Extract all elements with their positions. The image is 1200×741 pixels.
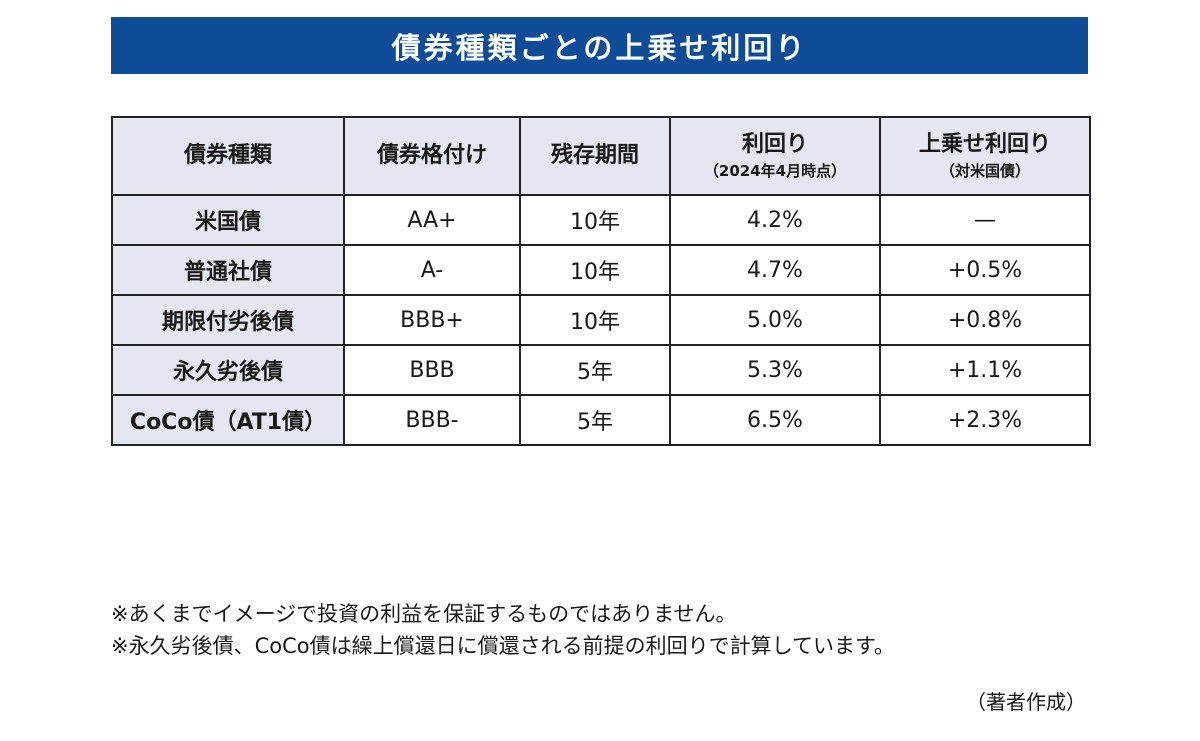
row-yield: 4.7% <box>669 244 881 296</box>
row-yield: 5.3% <box>669 344 881 396</box>
row-rating: AA+ <box>343 194 521 246</box>
row-yield: 4.2% <box>669 194 881 246</box>
header-rating: 債券格付け <box>343 116 521 196</box>
row-spread: +0.5% <box>879 244 1091 296</box>
header-spread-sub: （対米国債） <box>939 161 1030 180</box>
row-bond-type: 米国債 <box>111 194 345 246</box>
row-term: 5年 <box>519 394 671 446</box>
row-term: 10年 <box>519 194 671 246</box>
row-term: 10年 <box>519 244 671 296</box>
row-rating: BBB+ <box>343 294 521 346</box>
header-term: 残存期間 <box>519 116 671 196</box>
header-yield: 利回り （2024年4月時点） <box>669 116 881 196</box>
row-spread: +2.3% <box>879 394 1091 446</box>
row-spread: +1.1% <box>879 344 1091 396</box>
row-term: 10年 <box>519 294 671 346</box>
header-spread: 上乗せ利回り （対米国債） <box>879 116 1091 196</box>
row-yield: 5.0% <box>669 294 881 346</box>
row-spread: — <box>879 194 1091 246</box>
row-bond-type: CoCo債（AT1債） <box>111 394 345 446</box>
table-row: CoCo債（AT1債） BBB- 5年 6.5% +2.3% <box>111 394 1091 446</box>
row-yield: 6.5% <box>669 394 881 446</box>
table-row: 永久劣後債 BBB 5年 5.3% +1.1% <box>111 344 1091 396</box>
table-row: 米国債 AA+ 10年 4.2% — <box>111 194 1091 246</box>
row-rating: BBB <box>343 344 521 396</box>
bond-yield-table: 債券種類 債券格付け 残存期間 利回り （2024年4月時点） 上乗せ利回り （対米… <box>111 116 1091 446</box>
header-bond-type: 債券種類 <box>111 116 345 196</box>
table-row: 期限付劣後債 BBB+ 10年 5.0% +0.8% <box>111 294 1091 346</box>
row-rating: BBB- <box>343 394 521 446</box>
source-credit: （著者作成） <box>966 690 1086 714</box>
title-banner: 債券種類ごとの上乗せ利回り <box>111 17 1088 74</box>
row-term: 5年 <box>519 344 671 396</box>
page-title: 債券種類ごとの上乗せ利回り <box>391 30 808 65</box>
footnotes: ※あくまでイメージで投資の利益を保証するものではありません。 ※永久劣後債、Co… <box>111 598 895 662</box>
row-spread: +0.8% <box>879 294 1091 346</box>
footnote: ※永久劣後債、CoCo債は繰上償還日に償還される前提の利回りで計算しています。 <box>111 634 895 658</box>
row-bond-type: 普通社債 <box>111 244 345 296</box>
footnote: ※あくまでイメージで投資の利益を保証するものではありません。 <box>111 602 737 626</box>
row-bond-type: 永久劣後債 <box>111 344 345 396</box>
header-yield-sub: （2024年4月時点） <box>703 161 847 180</box>
row-bond-type: 期限付劣後債 <box>111 294 345 346</box>
table-header-row: 債券種類 債券格付け 残存期間 利回り （2024年4月時点） 上乗せ利回り （対米… <box>111 116 1091 196</box>
table-row: 普通社債 A- 10年 4.7% +0.5% <box>111 244 1091 296</box>
row-rating: A- <box>343 244 521 296</box>
